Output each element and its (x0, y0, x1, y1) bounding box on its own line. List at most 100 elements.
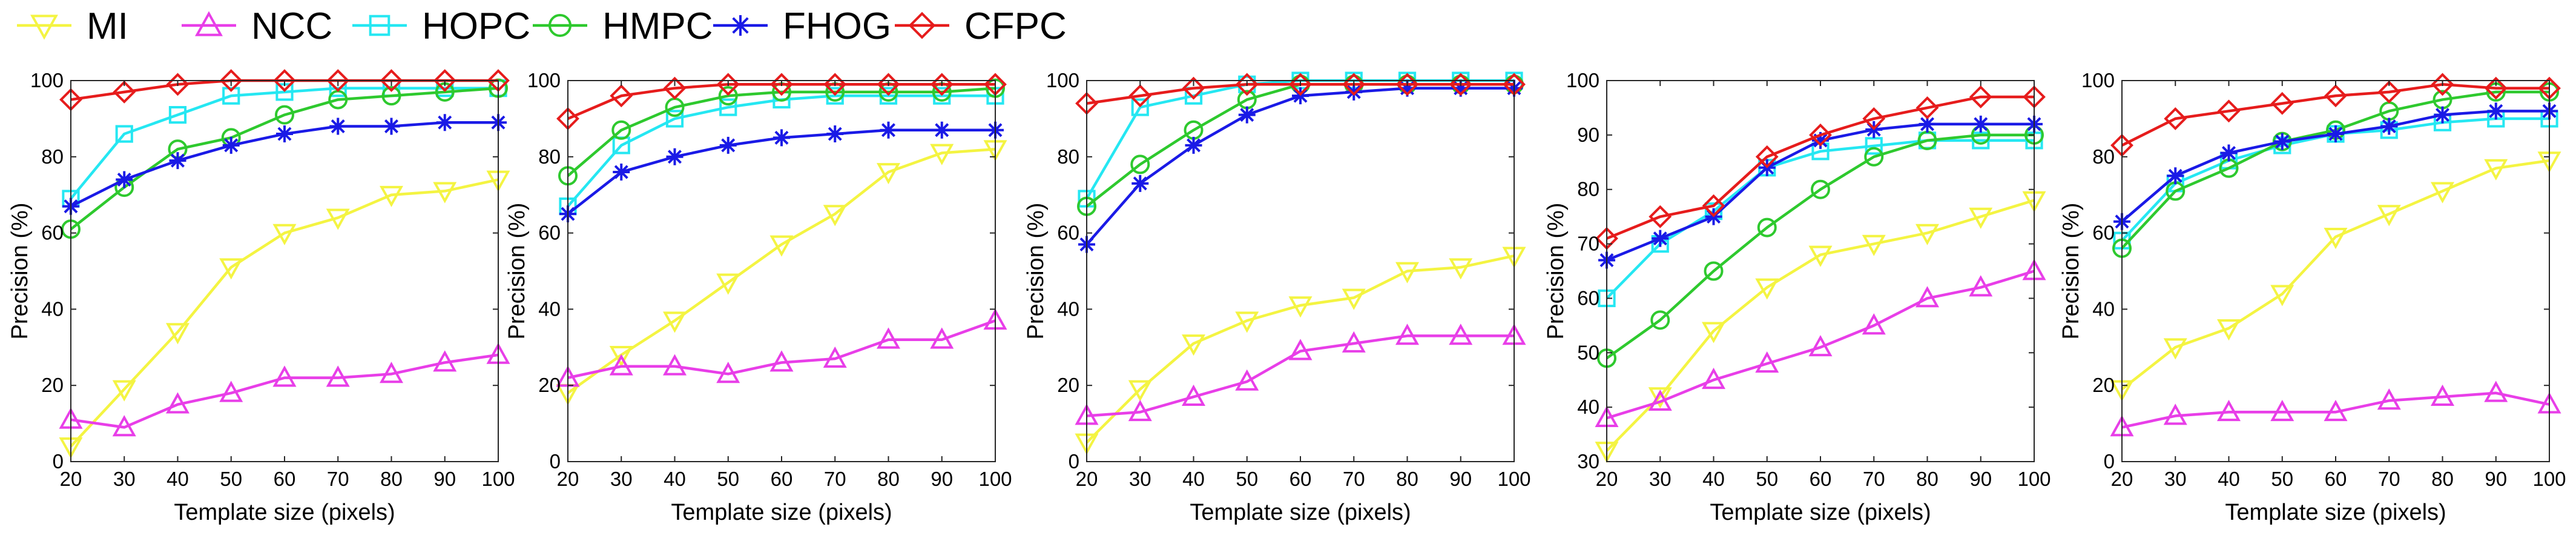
x-tick-label: 40 (2218, 468, 2240, 490)
y-tick-label: 20 (41, 374, 64, 396)
y-tick-label: 60 (1057, 222, 1079, 244)
point-ncc-40 (1182, 384, 1205, 406)
point-mi-70 (2377, 205, 2401, 227)
point-ncc-40 (2217, 400, 2241, 422)
point-hmpc-60 (1811, 179, 1830, 199)
y-tick-label: 40 (538, 297, 561, 320)
y-tick-label: 100 (30, 69, 64, 91)
y-tick-label: 0 (2104, 450, 2115, 473)
point-mi-40 (1702, 322, 1725, 343)
legend-label-fhog: FHOG (783, 5, 891, 47)
series-ncc (556, 308, 1007, 387)
point-mi-90 (1449, 258, 1473, 280)
point-hmpc-30 (1650, 310, 1670, 330)
point-fhog-70 (2380, 118, 2398, 135)
series-mi (1075, 247, 1526, 455)
point-ncc-30 (112, 415, 136, 437)
point-fhog-90 (1972, 115, 1989, 133)
point-hopc-30 (1131, 98, 1149, 116)
point-ncc-70 (1342, 331, 1366, 353)
series-line-mi (567, 147, 996, 394)
x-tick-label: 30 (1649, 468, 1672, 490)
series-line-hmpc (1606, 133, 2034, 360)
point-cfpc-90 (2484, 76, 2508, 100)
point-ncc-50 (1755, 351, 1779, 373)
point-cfpc-30 (2164, 107, 2187, 130)
y-tick-label: 60 (538, 222, 561, 244)
point-fhog-40 (169, 152, 186, 170)
y-tick-label: 80 (41, 145, 64, 168)
point-ncc-70 (326, 365, 350, 387)
point-ncc-40 (663, 354, 687, 376)
legend-marker-hopc (369, 15, 390, 36)
plot-area (71, 81, 498, 462)
point-cfpc-40 (1182, 76, 1205, 100)
legend-label-hopc: HOPC (422, 5, 530, 47)
point-cfpc-70 (2377, 80, 2401, 104)
point-fhog-90 (933, 121, 950, 139)
x-tick-label: 40 (166, 468, 189, 490)
point-mi-90 (2484, 159, 2508, 181)
x-tick-label: 30 (610, 468, 633, 490)
x-axis: 20 30 40 50 60 70 80 90 100 (557, 81, 1012, 490)
point-cfpc-30 (1128, 84, 1152, 108)
series-cfpc (1595, 85, 2046, 250)
y-axis: 0 20 40 60 80 100 (527, 69, 995, 473)
point-fhog-30 (2167, 167, 2184, 185)
point-fhog-80 (1919, 115, 1936, 133)
y-tick-label: 40 (41, 297, 64, 320)
point-cfpc-30 (610, 84, 633, 108)
y-tick-label: 100 (527, 69, 561, 91)
y-tick-label: 0 (550, 450, 561, 473)
legend-label-mi: MI (87, 5, 128, 47)
point-fhog-30 (1132, 174, 1149, 192)
x-tick-label: 20 (557, 468, 579, 490)
y-tick-label: 100 (2081, 69, 2115, 91)
point-fhog-70 (826, 125, 844, 143)
x-tick-label: 60 (2325, 468, 2347, 490)
y-tick-label: 0 (53, 450, 64, 473)
point-ncc-70 (823, 346, 847, 368)
point-hopc-70 (1865, 137, 1883, 155)
point-mi-80 (1395, 262, 1419, 284)
x-tick-label: 20 (2111, 468, 2133, 490)
point-ncc-70 (2377, 388, 2401, 410)
point-mi-80 (877, 163, 900, 185)
y-tick-label: 80 (1057, 145, 1079, 168)
x-tick-label: 80 (380, 468, 403, 490)
x-axis-label: Template size (pixels) (2225, 500, 2446, 525)
legend: MI NCC HOPC HMPC FHOG CFPC (17, 5, 1067, 47)
point-fhog-50 (1238, 106, 1256, 124)
y-tick-label: 80 (2092, 145, 2115, 168)
point-mi-60 (769, 235, 794, 257)
y-axis-label: Precision (%) (504, 203, 530, 340)
legend-item-fhog: FHOG (713, 5, 891, 47)
series-line-ncc (1606, 270, 2035, 420)
series-line-mi (1606, 199, 2035, 452)
point-fhog-50 (719, 136, 737, 154)
point-ncc-70 (1862, 313, 1886, 335)
legend-marker-fhog (730, 15, 751, 36)
y-tick-label: 60 (1577, 287, 1599, 309)
point-ncc-90 (930, 327, 954, 349)
point-hopc-50 (719, 98, 737, 116)
series-ncc (1075, 323, 1526, 425)
point-hopc-50 (222, 87, 240, 105)
point-fhog-60 (2327, 125, 2344, 143)
x-tick-label: 50 (1236, 468, 1258, 490)
x-tick-label: 80 (1916, 468, 1939, 490)
x-tick-label: 100 (481, 468, 515, 490)
chart-panel-3: 20 30 40 50 60 70 80 90 100020406080100Template … (1023, 69, 1531, 525)
y-tick-label: 20 (1057, 374, 1079, 396)
point-mi-70 (1862, 234, 1886, 256)
point-cfpc-80 (1916, 96, 1939, 119)
legend-marker-cfpc (908, 12, 936, 39)
chart-panels: 20 30 40 50 60 70 80 90 100020406080100Template … (7, 69, 2566, 525)
x-tick-label: 100 (1497, 468, 1530, 490)
point-fhog-70 (1345, 83, 1363, 101)
y-axis-label: Precision (%) (7, 203, 33, 340)
legend-item-cfpc: CFPC (895, 5, 1067, 47)
x-tick-label: 40 (1702, 468, 1725, 490)
point-mi-50 (716, 273, 740, 295)
y-tick-label: 60 (2092, 222, 2115, 244)
